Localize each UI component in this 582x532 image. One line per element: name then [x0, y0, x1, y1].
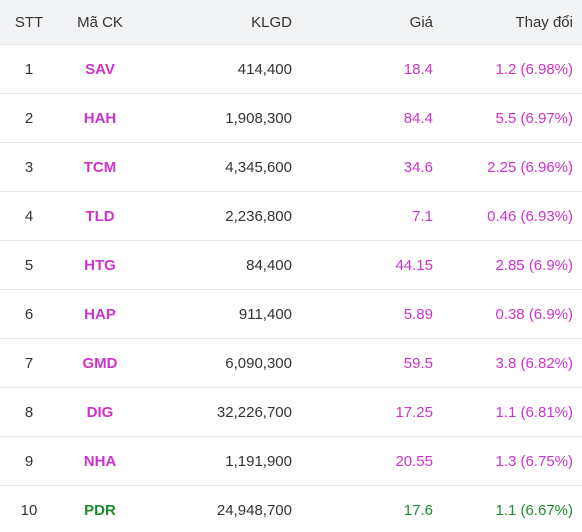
- stock-symbol-link[interactable]: PDR: [84, 501, 116, 519]
- row-stt: 3: [24, 158, 34, 176]
- row-stt: 5: [24, 256, 34, 274]
- row-volume: 4,345,600: [225, 158, 292, 176]
- row-change: 0.46 (6.93%): [487, 207, 573, 225]
- row-price: 59.5: [403, 354, 433, 372]
- stock-symbol-link[interactable]: HAP: [84, 305, 116, 323]
- row-volume: 84,400: [246, 256, 292, 274]
- row-price: 34.6: [403, 158, 433, 176]
- table-row: 4 TLD 2,236,800 7.1 0.46 (6.93%): [0, 192, 582, 241]
- table-row: 6 HAP 911,400 5.89 0.38 (6.9%): [0, 290, 582, 339]
- header-change: Thay đổi: [515, 13, 573, 31]
- header-stt: STT: [14, 13, 44, 31]
- stock-symbol-link[interactable]: GMD: [82, 354, 118, 372]
- row-volume: 911,400: [238, 305, 292, 323]
- row-volume: 1,191,900: [225, 452, 292, 470]
- row-price: 44.15: [395, 256, 433, 274]
- table-row: 10 PDR 24,948,700 17.6 1.1 (6.67%): [0, 486, 582, 532]
- row-volume: 6,090,300: [225, 354, 292, 372]
- stock-symbol-link[interactable]: SAV: [85, 60, 115, 78]
- stock-symbol-link[interactable]: TCM: [83, 158, 117, 176]
- table-row: 7 GMD 6,090,300 59.5 3.8 (6.82%): [0, 339, 582, 388]
- row-change: 1.2 (6.98%): [495, 60, 573, 78]
- row-price: 7.1: [412, 207, 433, 225]
- row-volume: 32,226,700: [216, 403, 292, 421]
- stock-symbol-link[interactable]: NHA: [83, 452, 117, 470]
- row-change: 1.1 (6.81%): [495, 403, 573, 421]
- row-stt: 8: [24, 403, 34, 421]
- header-price: Giá: [409, 13, 433, 31]
- row-change: 3.8 (6.82%): [495, 354, 573, 372]
- table-body: 1 SAV 414,400 18.4 1.2 (6.98%) 2 HAH 1,9…: [0, 45, 582, 532]
- header-volume: KLGD: [251, 13, 292, 31]
- row-volume: 2,236,800: [225, 207, 292, 225]
- row-change: 1.1 (6.67%): [495, 501, 573, 519]
- row-price: 17.25: [395, 403, 433, 421]
- stock-symbol-link[interactable]: HAH: [83, 109, 117, 127]
- table-row: 5 HTG 84,400 44.15 2.85 (6.9%): [0, 241, 582, 290]
- row-volume: 24,948,700: [216, 501, 292, 519]
- header-symbol: Mã CK: [77, 13, 123, 31]
- row-stt: 9: [24, 452, 34, 470]
- row-change: 2.25 (6.96%): [487, 158, 573, 176]
- row-volume: 1,908,300: [225, 109, 292, 127]
- stock-symbol-link[interactable]: DIG: [86, 403, 114, 421]
- row-price: 17.6: [403, 501, 433, 519]
- row-change: 1.3 (6.75%): [495, 452, 573, 470]
- row-stt: 2: [24, 109, 34, 127]
- row-volume: 414,400: [237, 60, 292, 78]
- row-change: 5.5 (6.97%): [495, 109, 573, 127]
- table-row: 1 SAV 414,400 18.4 1.2 (6.98%): [0, 45, 582, 94]
- table-row: 9 NHA 1,191,900 20.55 1.3 (6.75%): [0, 437, 582, 486]
- row-price: 5.89: [403, 305, 433, 323]
- stock-symbol-link[interactable]: TLD: [85, 207, 115, 225]
- row-change: 2.85 (6.9%): [495, 256, 573, 274]
- table-row: 2 HAH 1,908,300 84.4 5.5 (6.97%): [0, 94, 582, 143]
- table-header: STT Mã CK KLGD Giá Thay đổi: [0, 0, 582, 45]
- table-row: 3 TCM 4,345,600 34.6 2.25 (6.96%): [0, 143, 582, 192]
- stock-symbol-link[interactable]: HTG: [84, 256, 116, 274]
- row-price: 20.55: [395, 452, 433, 470]
- row-stt: 1: [24, 60, 34, 78]
- row-price: 84.4: [403, 109, 433, 127]
- table-row: 8 DIG 32,226,700 17.25 1.1 (6.81%): [0, 388, 582, 437]
- row-stt: 7: [24, 354, 34, 372]
- row-price: 18.4: [403, 60, 433, 78]
- row-stt: 4: [24, 207, 34, 225]
- row-stt: 10: [20, 501, 38, 519]
- row-change: 0.38 (6.9%): [495, 305, 573, 323]
- row-stt: 6: [24, 305, 34, 323]
